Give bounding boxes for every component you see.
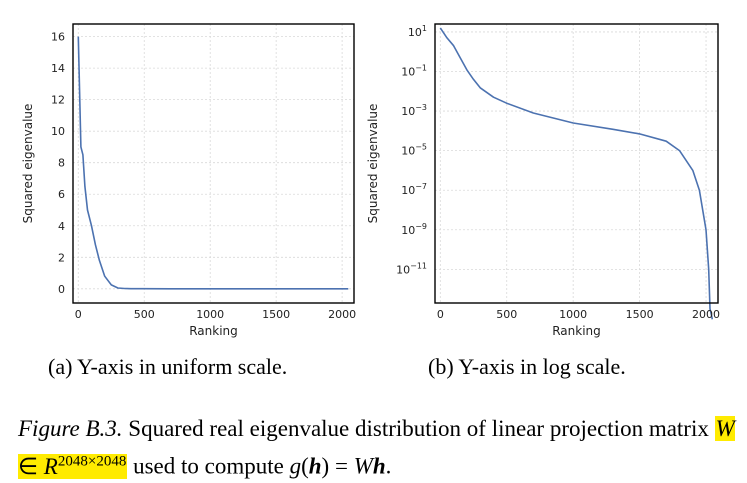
y-tick-label: 10−5 bbox=[401, 143, 427, 158]
x-tick-label: 2000 bbox=[328, 308, 356, 321]
figure-caption-text-before: Squared real eigenvalue distribution of … bbox=[128, 416, 709, 441]
math-dimension-superscript: 2048×2048 bbox=[57, 453, 127, 469]
y-axis-label: Squared eigenvalue bbox=[366, 104, 380, 224]
y-tick-label: 10−7 bbox=[401, 182, 427, 197]
y-tick-label: 14 bbox=[51, 62, 65, 75]
plot-frame bbox=[72, 23, 355, 304]
y-tick-label: 16 bbox=[51, 31, 65, 44]
x-tick-label: 0 bbox=[75, 308, 82, 321]
figure-caption-text-after: used to compute bbox=[133, 453, 284, 479]
math-in: ∈ bbox=[18, 453, 44, 479]
x-tick-label: 2000 bbox=[692, 308, 720, 321]
x-tick-label: 1000 bbox=[559, 308, 587, 321]
chart-a-uniform-scale: 0 500 1000 1500 2000 0 2 4 6 8 10 12 14 16 Ranking Squa… bbox=[21, 23, 356, 338]
plot-frame bbox=[434, 23, 719, 304]
y-tick-label: 6 bbox=[58, 188, 65, 201]
figure-caption: Figure B.3. Squared real eigenvalue dist… bbox=[18, 416, 735, 479]
x-tick-label: 500 bbox=[496, 308, 517, 321]
caption-a: (a) Y-axis in uniform scale. bbox=[48, 354, 288, 379]
math-r: R bbox=[43, 453, 58, 479]
math-w: W bbox=[715, 416, 735, 441]
y-tick-label: 10−3 bbox=[401, 103, 427, 118]
x-tick-label: 1500 bbox=[262, 308, 290, 321]
chart-b-log-scale: 0 500 1000 1500 2000 101 10−1 10−3 10−5 10−7 10−9 1… bbox=[366, 23, 720, 338]
eigenvalue-series-line bbox=[439, 27, 714, 320]
y-tick-label: 10−1 bbox=[401, 63, 427, 78]
y-tick-label: 12 bbox=[51, 94, 65, 107]
math-h2: h bbox=[372, 453, 386, 479]
figure-label: Figure B.3. bbox=[18, 416, 123, 441]
caption-b: (b) Y-axis in log scale. bbox=[428, 354, 626, 379]
x-tick-label: 0 bbox=[437, 308, 444, 321]
math-w2: W bbox=[353, 453, 373, 479]
x-axis-label: Ranking bbox=[552, 324, 601, 338]
y-tick-label: 0 bbox=[58, 283, 65, 296]
y-tick-label: 10 bbox=[51, 125, 65, 138]
math-equals: ) = bbox=[321, 453, 354, 479]
y-axis-label: Squared eigenvalue bbox=[21, 104, 35, 224]
figure-charts: 0 500 1000 1500 2000 0 2 4 6 8 10 12 14 16 Ranking Squa… bbox=[21, 23, 720, 338]
y-tick-label: 4 bbox=[58, 220, 65, 233]
x-tick-label: 1000 bbox=[196, 308, 224, 321]
eigenvalue-series-line bbox=[77, 36, 349, 290]
y-tick-label: 2 bbox=[58, 251, 65, 264]
x-tick-label: 1500 bbox=[626, 308, 654, 321]
y-tick-label: 8 bbox=[58, 157, 65, 170]
y-tick-label: 101 bbox=[408, 24, 427, 39]
x-tick-label: 500 bbox=[134, 308, 155, 321]
math-g: g bbox=[289, 453, 302, 479]
y-tick-label: 10−9 bbox=[401, 222, 427, 237]
math-h: h bbox=[308, 453, 322, 479]
x-axis-label: Ranking bbox=[189, 324, 238, 338]
y-tick-label: 10−11 bbox=[396, 261, 427, 276]
